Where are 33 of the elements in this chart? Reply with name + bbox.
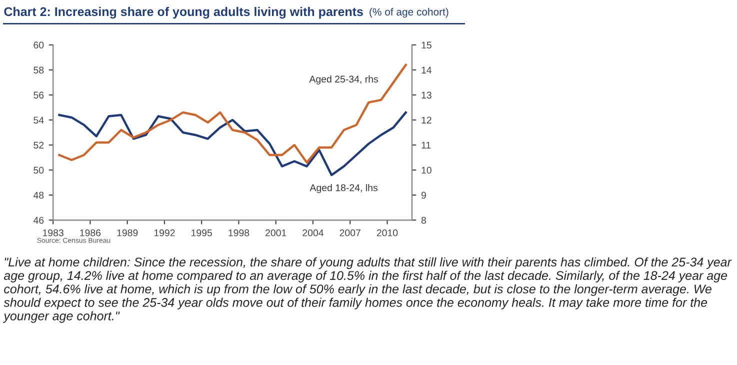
- x-tick-label: 2010: [376, 229, 398, 236]
- x-tick-label: 1989: [117, 229, 138, 236]
- y2-tick-label: 11: [422, 142, 431, 149]
- y2-tick-label: 13: [422, 92, 432, 99]
- annotation: Aged 18-24, lhs: [310, 184, 378, 194]
- chart-title: Chart 2: Increasing share of young adults living with parents: [4, 6, 363, 19]
- x-tick-label: 1992: [154, 229, 175, 236]
- line-series: [58, 111, 407, 176]
- y-tick-label: 50: [34, 166, 44, 174]
- x-tick-label: 1995: [192, 229, 212, 236]
- y2-tick-label: 12: [422, 116, 432, 124]
- y2-tick-label: 9: [421, 192, 426, 199]
- y-tick-label: 52: [34, 142, 44, 149]
- x-tick-label: 2007: [340, 229, 360, 236]
- x-tick-label: 1983: [42, 229, 64, 236]
- y2-tick-label: 8: [421, 216, 426, 224]
- x-tick-label: 1998: [228, 229, 250, 236]
- x-tick-label: 1986: [80, 229, 101, 236]
- chart-subtitle: (% of age cohort): [370, 8, 448, 18]
- y-tick-label: 56: [34, 92, 44, 99]
- y-tick-label: 48: [33, 192, 44, 199]
- y2-tick-label: 15: [422, 42, 432, 49]
- y2-tick-label: 14: [422, 66, 432, 74]
- y-tick-label: 60: [34, 42, 44, 49]
- y-tick-label: 54: [34, 116, 44, 124]
- y-tick-label: 46: [33, 216, 44, 224]
- y2-tick-label: 10: [422, 166, 432, 174]
- annotation: Aged 25-34, rhs: [309, 75, 378, 84]
- x-tick-label: 2004: [302, 229, 324, 236]
- x-tick-label: 2001: [266, 229, 286, 236]
- line-series: [58, 64, 407, 164]
- y-tick-label: 58: [34, 66, 44, 74]
- text: "Live at home children: Since the recession, the share of young adults that still live with their parents has climbed. Of the 25-34 year age group, 14.2% live at home compared to an average of 10.5% in the first half of the last decade. Similarly, of the 18-24 year age cohort, 54.6% live at home, which is up from the low of 50% early in the last decade, but is close to the longer-term average. We should expect to see the 25-34 year olds move out of their family homes once the economy heals. It may take more time for the younger age cohort.": [2, 257, 732, 323]
